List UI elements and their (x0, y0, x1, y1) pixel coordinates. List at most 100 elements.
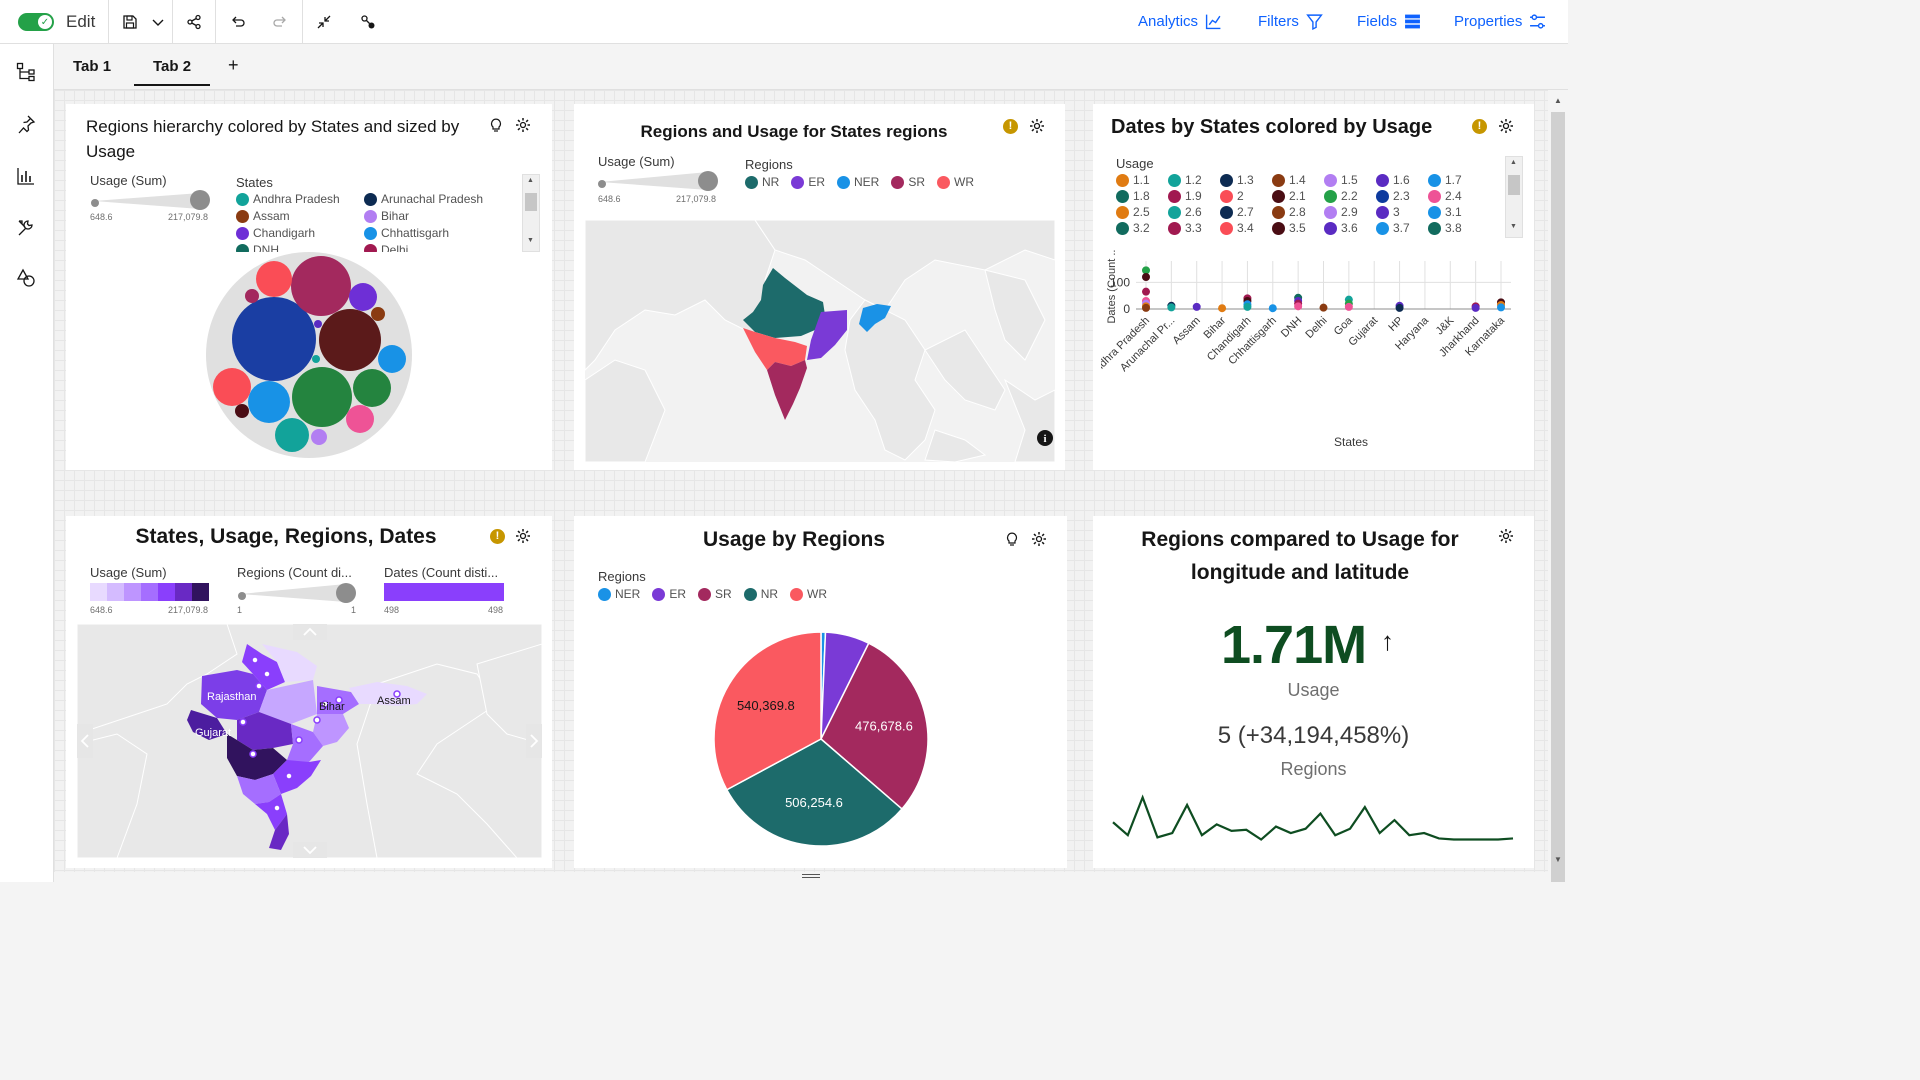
legend-item[interactable]: Delhi (364, 243, 492, 252)
legend-item[interactable]: 3.8 (1428, 221, 1480, 235)
legend-item[interactable]: NER (837, 175, 879, 189)
add-tab-button[interactable]: + (228, 55, 239, 75)
scroll-down-icon[interactable]: ▼ (1554, 855, 1562, 864)
legend-item[interactable]: 2.1 (1272, 189, 1324, 203)
panel-kpi-summary[interactable]: Regions compared to Usage for longitude … (1093, 516, 1534, 868)
settings-icon[interactable] (515, 528, 531, 544)
legend-item[interactable]: 3.2 (1116, 221, 1168, 235)
properties-button[interactable]: Properties (1454, 13, 1546, 30)
legend-item[interactable]: SR (698, 587, 732, 601)
legend-item[interactable]: 1.4 (1272, 173, 1324, 187)
edit-toggle[interactable]: ✓ (18, 13, 54, 31)
settings-icon[interactable] (1031, 531, 1047, 547)
pin-icon[interactable] (14, 112, 38, 136)
filters-button[interactable]: Filters (1258, 13, 1323, 30)
legend-item[interactable]: 1.8 (1116, 189, 1168, 203)
legend-scrollbar[interactable]: ▲ ▼ (522, 174, 540, 252)
india-region-map[interactable]: i (585, 220, 1055, 462)
legend-item[interactable]: 1.9 (1168, 189, 1220, 203)
bubble (346, 405, 374, 433)
redo-icon[interactable] (266, 0, 294, 44)
fields-button[interactable]: Fields (1357, 13, 1421, 30)
left-sidebar (0, 44, 54, 882)
resize-handle[interactable] (802, 874, 820, 878)
legend-item[interactable]: 2.5 (1116, 205, 1168, 219)
undo-icon[interactable] (224, 0, 252, 44)
legend-item[interactable]: Arunachal Pradesh (364, 192, 492, 206)
legend-item[interactable]: ER (652, 587, 686, 601)
lightbulb-icon[interactable] (488, 117, 504, 133)
panel-regions-map[interactable]: Regions and Usage for States regions ! U… (574, 104, 1065, 470)
legend-item[interactable]: WR (937, 175, 974, 189)
india-states-map[interactable]: Rajasthan Gujarat Bihar Assam (77, 624, 542, 858)
page-scrollbar[interactable]: ▲ ▼ (1548, 90, 1568, 882)
warning-icon[interactable]: ! (490, 529, 505, 544)
legend-item[interactable]: ER (791, 175, 825, 189)
legend-item[interactable]: NER (598, 587, 640, 601)
legend-item[interactable]: 1.6 (1376, 173, 1428, 187)
scrollbar-thumb[interactable] (1551, 112, 1565, 882)
collapse-icon[interactable] (310, 0, 338, 44)
legend-item[interactable]: 1.3 (1220, 173, 1272, 187)
legend-item[interactable]: DNH (236, 243, 364, 252)
lightbulb-icon[interactable] (1004, 531, 1020, 547)
legend-item[interactable]: WR (790, 587, 827, 601)
legend-item[interactable]: 1.1 (1116, 173, 1168, 187)
legend-item[interactable]: 2.8 (1272, 205, 1324, 219)
save-icon[interactable] (116, 0, 144, 44)
legend-item[interactable]: 3.4 (1220, 221, 1272, 235)
legend-item[interactable]: 1.7 (1428, 173, 1480, 187)
chevron-down-icon[interactable] (146, 0, 170, 44)
legend-item[interactable]: 1.2 (1168, 173, 1220, 187)
settings-icon[interactable] (1498, 528, 1514, 544)
legend-item[interactable]: SR (891, 175, 925, 189)
panel-states-usage-map[interactable]: States, Usage, Regions, Dates ! Usage (S… (66, 516, 552, 868)
legend-item[interactable]: Andhra Pradesh (236, 192, 364, 206)
legend-item[interactable]: 3.5 (1272, 221, 1324, 235)
legend-swatch (1272, 173, 1285, 187)
shapes-icon[interactable] (14, 266, 38, 290)
legend-item[interactable]: 3.1 (1428, 205, 1480, 219)
legend-item[interactable]: 3.6 (1324, 221, 1376, 235)
legend-item[interactable]: 1.5 (1324, 173, 1376, 187)
legend-item[interactable]: 2.3 (1376, 189, 1428, 203)
legend-item[interactable]: Assam (236, 209, 364, 223)
warning-icon[interactable]: ! (1003, 119, 1018, 134)
size-legend (91, 190, 210, 210)
legend-item[interactable]: 2.9 (1324, 205, 1376, 219)
warning-icon[interactable]: ! (1472, 119, 1487, 134)
settings-icon[interactable] (1498, 118, 1514, 134)
tab-2[interactable]: Tab 2 (134, 58, 211, 86)
bar-chart-icon[interactable] (14, 164, 38, 188)
settings-icon[interactable] (515, 117, 531, 133)
legend-item[interactable]: 2 (1220, 189, 1272, 203)
panel-usage-by-regions[interactable]: Usage by Regions Regions NER ER SR NR WR 476… (574, 516, 1067, 868)
analytics-button[interactable]: Analytics (1138, 13, 1222, 30)
tools-icon[interactable] (14, 216, 38, 240)
hierarchy-icon[interactable] (14, 60, 38, 84)
legend-item[interactable]: 3.3 (1168, 221, 1220, 235)
bubble (256, 261, 292, 297)
scroll-up-icon[interactable]: ▲ (1554, 96, 1562, 105)
legend-item[interactable]: Bihar (364, 209, 492, 223)
legend-item[interactable]: NR (745, 175, 779, 189)
legend-scrollbar[interactable]: ▲ ▼ (1505, 156, 1523, 238)
legend-item[interactable]: 2.2 (1324, 189, 1376, 203)
legend-item[interactable]: NR (743, 587, 778, 601)
panel-regions-hierarchy[interactable]: Regions hierarchy colored by States and … (66, 104, 552, 470)
panel-dates-by-states[interactable]: Dates by States colored by Usage ! Usage… (1093, 104, 1534, 470)
legend-item[interactable]: Chandigarh (236, 226, 364, 240)
settings-icon[interactable] (1029, 118, 1045, 134)
connect-icon[interactable] (354, 0, 382, 44)
legend-item[interactable]: 2.7 (1220, 205, 1272, 219)
tab-1[interactable]: Tab 1 (73, 58, 112, 75)
bubble (292, 367, 352, 427)
legend-item[interactable]: Chhattisgarh (364, 226, 492, 240)
legend-item[interactable]: 2.4 (1428, 189, 1480, 203)
legend-item[interactable]: 3 (1376, 205, 1428, 219)
legend-item[interactable]: 2.6 (1168, 205, 1220, 219)
usage-legend: 1.1 1.2 1.3 1.4 1.5 1.6 1.7 1.8 1.9 2 2.1 2.2 2.3 2.4… (1116, 173, 1501, 243)
size-legend-min: 648.6 (598, 194, 621, 204)
share-icon[interactable] (180, 0, 208, 44)
legend-item[interactable]: 3.7 (1376, 221, 1428, 235)
